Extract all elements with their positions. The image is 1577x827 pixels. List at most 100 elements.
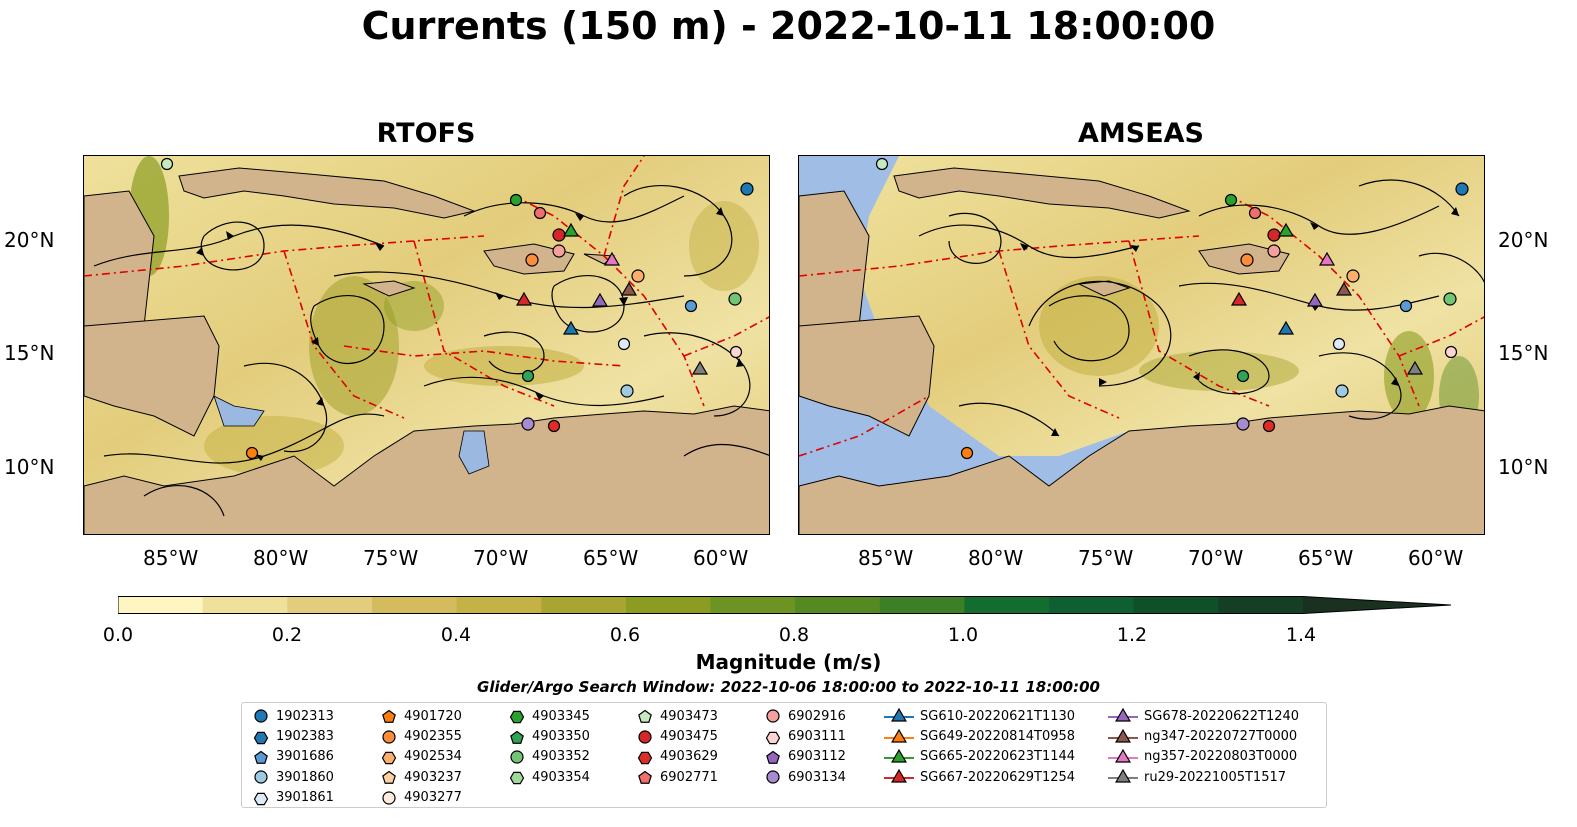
current-core <box>689 201 759 291</box>
triangle-marker-icon <box>884 708 914 722</box>
colorbar-tick-label: 1.2 <box>1116 624 1148 646</box>
legend-entry: 4903350 <box>508 726 590 746</box>
legend-label: 1902313 <box>276 708 334 724</box>
legend-label: 3901861 <box>276 790 334 806</box>
legend-entry: 3901861 <box>252 788 334 808</box>
colorbar-segment <box>879 596 966 614</box>
legend-label: ru29-20221005T1517 <box>1144 769 1287 785</box>
legend-label: 4901720 <box>404 708 462 724</box>
colorbar-tick-label: 0.6 <box>609 624 641 646</box>
colorbar-label: Magnitude (m/s) <box>695 650 882 674</box>
map-panel-amseas[interactable] <box>798 155 1485 535</box>
lon-tick-label: 60°W <box>693 546 749 570</box>
eez-boundaries <box>84 156 769 419</box>
colorbar-outline <box>118 596 1452 614</box>
legend-label: SG665-20220623T1144 <box>920 749 1076 765</box>
legend-entry: 4903277 <box>380 788 462 808</box>
pentagon-marker-icon <box>382 771 396 785</box>
legend-label: 1902383 <box>276 729 334 745</box>
circle-marker-icon <box>254 770 268 784</box>
legend-label: 4903473 <box>660 708 718 724</box>
legend-entry: 4903352 <box>508 747 590 767</box>
legend-label: 4903237 <box>404 769 462 785</box>
legend-label: SG678-20220622T1240 <box>1144 708 1300 724</box>
current-core <box>1039 276 1159 376</box>
land-south-america <box>84 405 769 534</box>
map-panel-rtofs[interactable] <box>83 155 770 535</box>
lat-tick-label: 10°N <box>4 455 55 479</box>
legend-entry: 4903354 <box>508 767 590 787</box>
lon-tick-label: 65°W <box>1298 546 1354 570</box>
observation-markers <box>875 157 1469 460</box>
lon-tick-label: 65°W <box>583 546 639 570</box>
legend-entry: SG667-20220629T1254 <box>884 767 1075 787</box>
legend-entry: 4903475 <box>636 726 718 746</box>
legend-column: 1902313 1902383 3901686 3901860 3901861 <box>252 706 334 808</box>
legend-label: 6902771 <box>660 769 718 785</box>
pentagon-marker-icon <box>382 709 396 724</box>
lon-tick-label: 60°W <box>1408 546 1464 570</box>
colorbar-tick-label: 1.0 <box>947 624 979 646</box>
legend-column: 6902916 6903111 6903112 6903134 <box>764 706 846 788</box>
lon-tick-label: 85°W <box>143 546 199 570</box>
lon-tick-label: 80°W <box>253 546 309 570</box>
colorbar-tick-label: 0.2 <box>271 624 303 646</box>
legend-entry: 4902534 <box>380 747 462 767</box>
hexagon-marker-icon <box>509 772 525 785</box>
lake-maracaibo <box>458 430 490 475</box>
map-amseas-svg <box>799 156 1484 534</box>
colorbar-segment <box>625 596 712 614</box>
circle-marker-icon <box>766 770 780 784</box>
legend-entry: SG649-20220814T0958 <box>884 726 1075 746</box>
hexagon-marker-icon <box>509 710 525 724</box>
colorbar-segment <box>710 596 796 614</box>
legend-label: ng357-20220803T0000 <box>1144 749 1298 765</box>
legend-label: 4903352 <box>532 749 590 765</box>
land-central-america <box>799 315 935 437</box>
legend-entry: 1902383 <box>252 726 334 746</box>
legend-label: 4903277 <box>404 790 462 806</box>
current-core <box>1139 351 1299 391</box>
colorbar-segment <box>1218 596 1304 614</box>
legend-entry: SG610-20220621T1130 <box>884 706 1075 726</box>
legend: 1902313 1902383 3901686 3901860 3901861 4901… <box>241 702 1327 808</box>
legend-entry: ng347-20220727T0000 <box>1108 726 1299 746</box>
legend-entry: 4903473 <box>636 706 718 726</box>
lon-tick-label: 80°W <box>968 546 1024 570</box>
legend-label: 6903111 <box>788 729 846 745</box>
circle-marker-icon <box>510 750 524 764</box>
lat-tick-label: 20°N <box>1498 228 1549 252</box>
lon-tick-label: 75°W <box>1078 546 1134 570</box>
legend-label: ng347-20220727T0000 <box>1144 729 1298 745</box>
legend-label: 4903350 <box>532 729 590 745</box>
panel-title-rtofs: RTOFS <box>376 118 476 149</box>
legend-entry: 4902355 <box>380 726 462 746</box>
legend-column: 4903473 4903475 4903629 6902771 <box>636 706 718 788</box>
hexagon-marker-icon <box>381 751 397 765</box>
ocean-field <box>859 156 1484 476</box>
streamline-arrows <box>196 207 744 461</box>
colorbar-tick-label: 1.4 <box>1285 624 1317 646</box>
triangle-marker-icon <box>1108 728 1138 743</box>
legend-entry: ng357-20220803T0000 <box>1108 747 1299 767</box>
colorbar-segment <box>456 596 542 614</box>
hexagon-marker-icon <box>637 751 653 765</box>
triangle-marker-icon <box>884 728 914 743</box>
legend-entry: 3901686 <box>252 747 334 767</box>
circle-marker-icon <box>766 709 780 723</box>
colorbar-segment <box>1133 596 1219 614</box>
colorbar-segment <box>202 596 288 614</box>
legend-column: 4901720 4902355 4902534 4903237 4903277 <box>380 706 462 808</box>
triangle-marker-icon <box>1108 769 1138 783</box>
land-cuba <box>178 167 476 219</box>
streamline-arrows <box>1020 207 1459 436</box>
figure-title: Currents (150 m) - 2022-10-11 18:00:00 <box>361 4 1216 48</box>
legend-entry: 6903112 <box>764 747 846 767</box>
legend-entry: 4903345 <box>508 706 590 726</box>
pentagon-marker-icon <box>510 730 524 744</box>
legend-label: 6903112 <box>788 749 846 765</box>
legend-label: 3901686 <box>276 749 334 765</box>
eez-boundaries <box>799 195 1484 457</box>
circle-marker-icon <box>638 729 652 744</box>
colorbar-tick-label: 0.0 <box>102 624 134 646</box>
